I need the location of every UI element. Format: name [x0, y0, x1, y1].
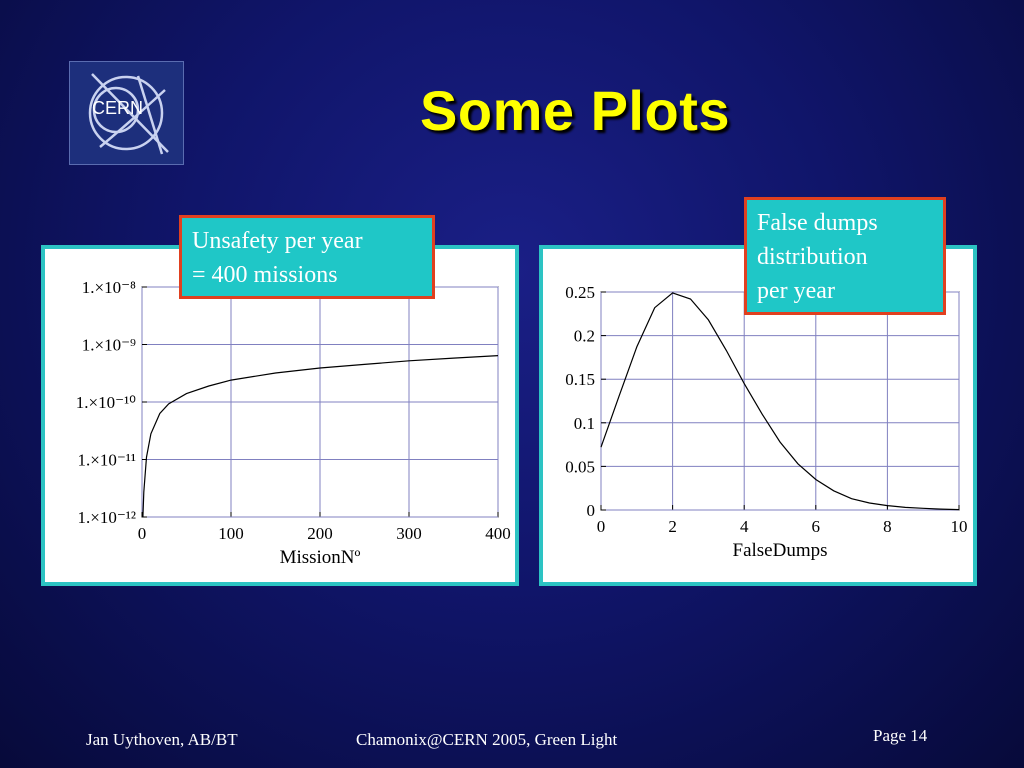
x-tick-label: 400 — [485, 524, 511, 543]
x-tick-label: 2 — [668, 517, 677, 536]
page-title: Some Plots — [420, 79, 730, 142]
x-tick-label: 10 — [951, 517, 968, 536]
unsafety-callout: Unsafety per year = 400 missions — [179, 215, 435, 299]
x-axis-label: MissionNº — [280, 547, 361, 568]
page-number: Page 14 — [873, 726, 928, 745]
x-tick-label: 300 — [396, 524, 422, 543]
x-tick-label: 200 — [307, 524, 333, 543]
callout-line: = 400 missions — [192, 262, 338, 288]
cern-logo-icon: CERN — [88, 73, 169, 155]
y-tick-label: 0 — [587, 501, 596, 520]
x-tick-label: 6 — [812, 517, 821, 536]
unsafety-chart: 0 100 200 300 400 1.×10⁻¹² 1.×10⁻¹¹ 1.×10⁻¹⁰ 1.×… — [76, 278, 511, 568]
y-tick-label: 1.×10⁻¹¹ — [77, 451, 136, 470]
x-axis-label: FalseDumps — [733, 540, 828, 561]
y-tick-label: 0.1 — [574, 414, 595, 433]
callout-line: False dumps — [757, 210, 878, 236]
callout-line: Unsafety per year — [192, 228, 363, 254]
y-tick-label: 1.×10⁻⁸ — [82, 278, 136, 297]
x-tick-label: 100 — [218, 524, 244, 543]
false-dumps-chart: 0 2 4 6 8 10 0 0.05 0.1 0.15 0.2 0.25 FalseDumps — [565, 283, 968, 561]
x-tick-label: 0 — [138, 524, 147, 543]
y-tick-label: 0.2 — [574, 327, 595, 346]
x-tick-label: 8 — [883, 517, 892, 536]
callout-line: distribution — [757, 244, 868, 270]
y-tick-label: 0.15 — [565, 370, 595, 389]
false-dumps-callout: False dumps distribution per year — [744, 197, 946, 315]
logo-text: CERN — [92, 98, 143, 118]
y-tick-label: 1.×10⁻⁹ — [82, 336, 136, 355]
y-tick-label: 0.25 — [565, 283, 595, 302]
y-tick-label: 1.×10⁻¹⁰ — [76, 393, 136, 412]
plot-frame — [600, 291, 960, 511]
callout-line: per year — [757, 278, 835, 304]
x-tick-label: 4 — [740, 517, 749, 536]
x-tick-label: 0 — [597, 517, 606, 536]
y-tick-label: 1.×10⁻¹² — [77, 508, 136, 527]
footer-event: Chamonix@CERN 2005, Green Light — [356, 730, 618, 749]
series-line — [142, 355, 499, 518]
footer-author: Jan Uythoven, AB/BT — [86, 730, 238, 749]
y-tick-label: 0.05 — [565, 457, 595, 476]
cern-logo: CERN — [69, 61, 184, 165]
series-line — [600, 292, 960, 511]
left-chart-panel: 0 100 200 300 400 1.×10⁻¹² 1.×10⁻¹¹ 1.×10⁻¹⁰ 1.×… — [41, 245, 519, 586]
